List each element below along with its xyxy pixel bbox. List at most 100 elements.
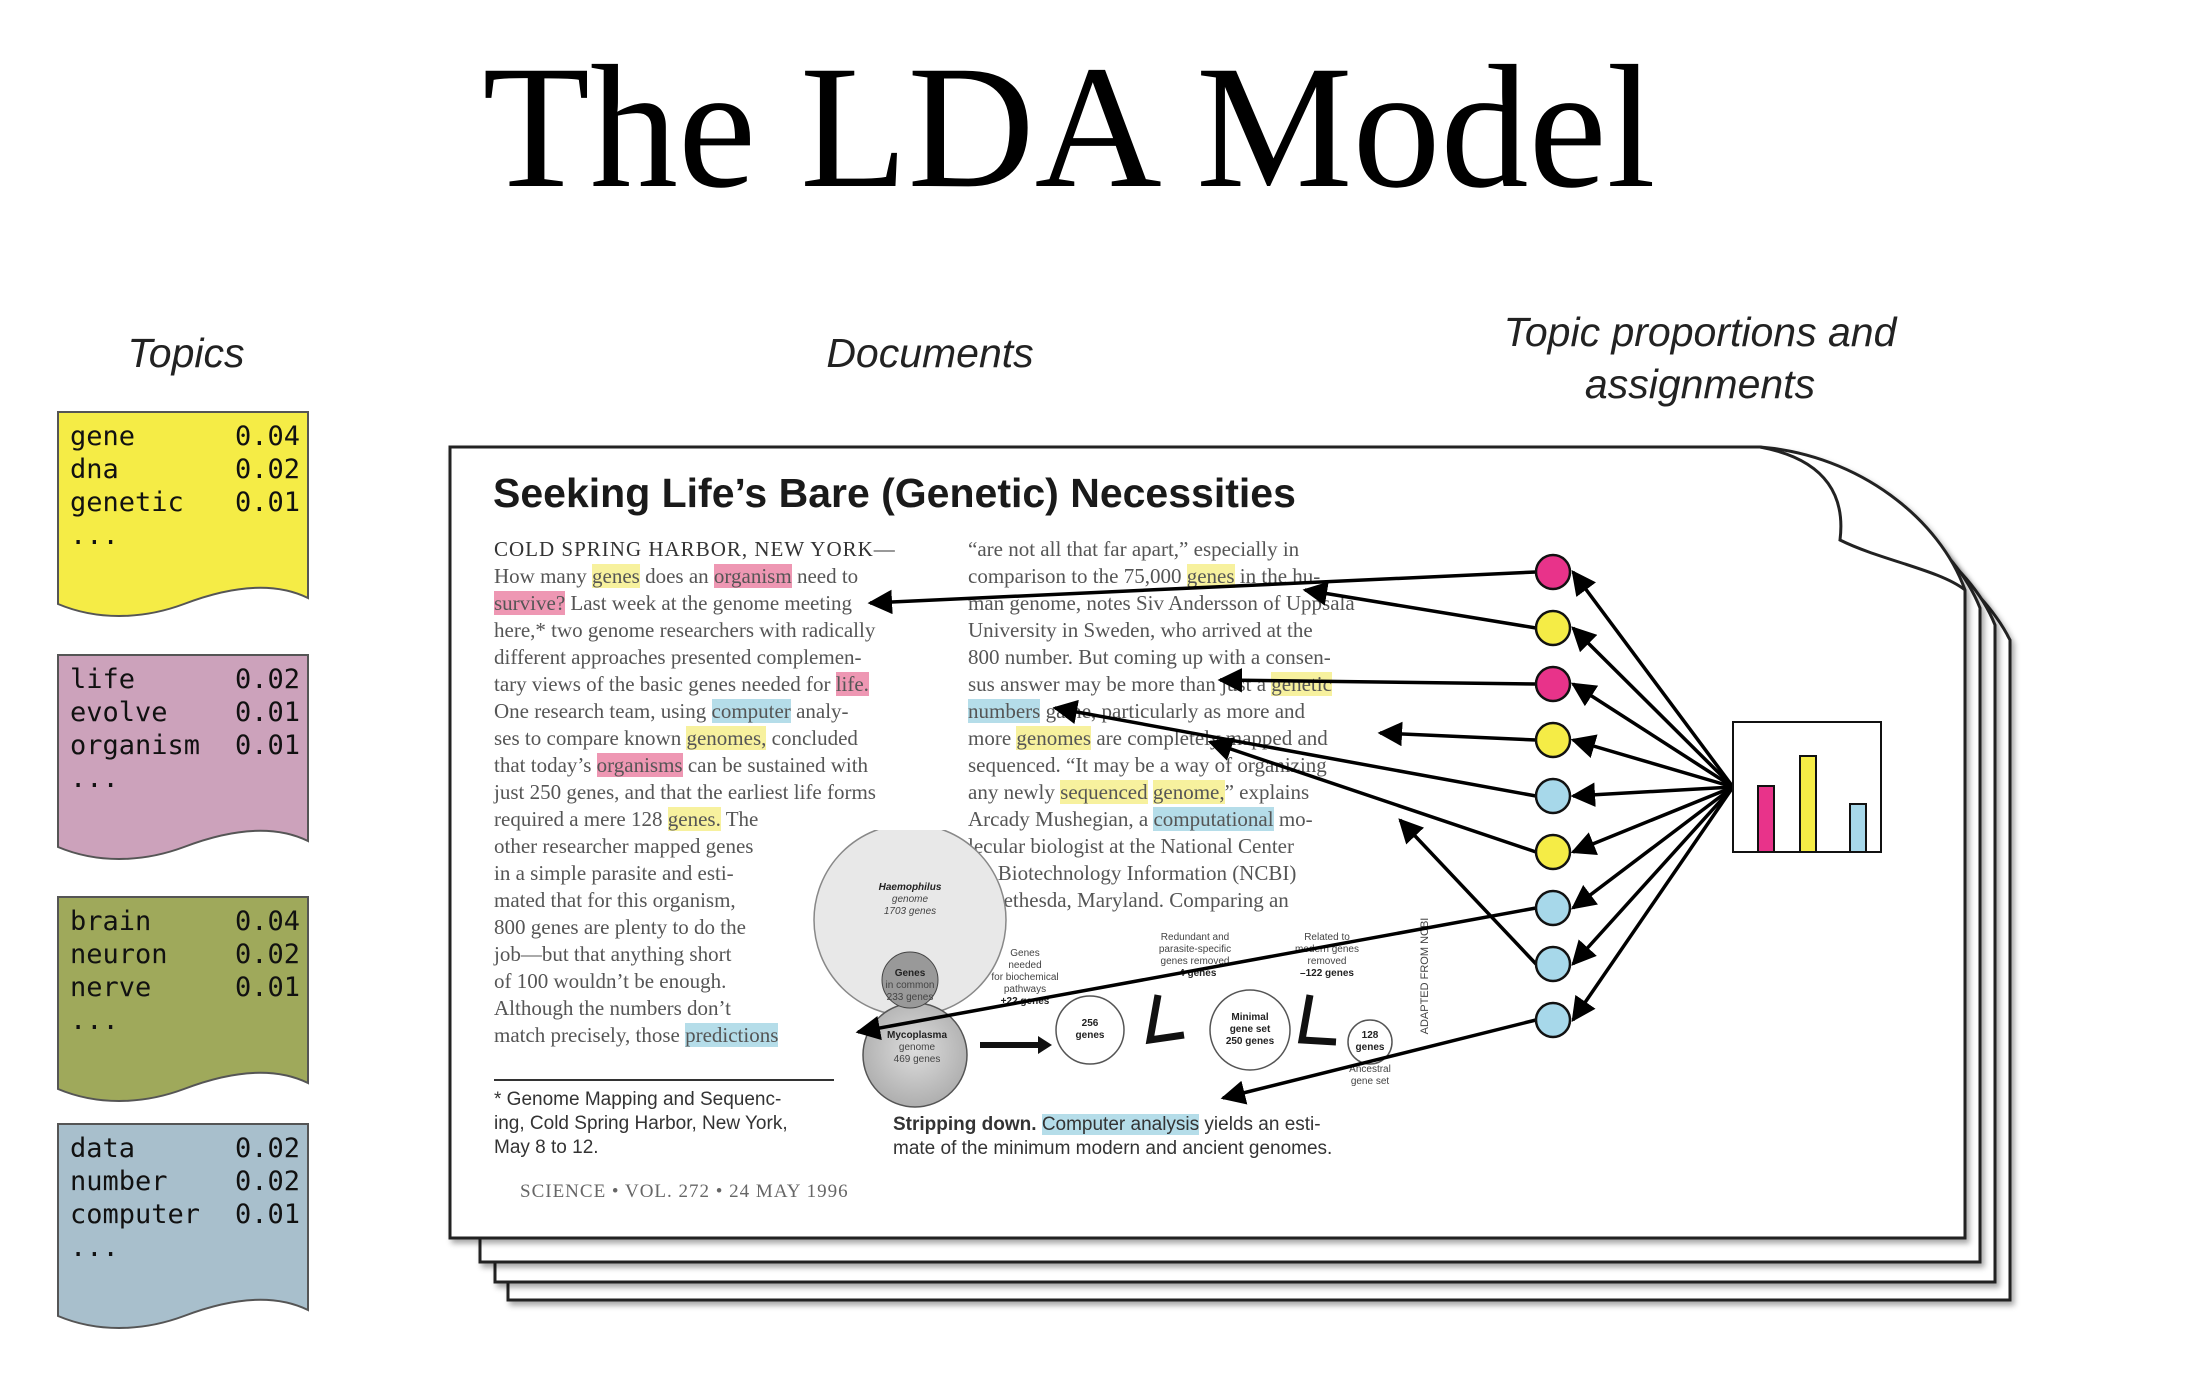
topic-assignment-circle xyxy=(1534,889,1572,927)
article-line: University in Sweden, who arrived at the xyxy=(968,618,1313,642)
assignment-to-word-arrow xyxy=(1207,737,1537,854)
topic-row: brain 0.04 xyxy=(70,905,300,938)
figure-step-arrow xyxy=(1145,994,1185,1045)
proportion-to-assignment-arrow xyxy=(1570,734,1734,789)
article-line: Although the numbers don’t xyxy=(494,996,732,1020)
topic-prob: 0.02 xyxy=(234,939,300,970)
topic-card-neuroscience: brain 0.04 neuron 0.02 nerve 0.01 ... xyxy=(56,895,310,1115)
gene-circle-256 xyxy=(1055,995,1125,1065)
topic-assignment-circle xyxy=(1534,609,1572,647)
article-line: in Bethesda, Maryland. Comparing an xyxy=(968,888,1289,912)
genome-figure xyxy=(813,830,1393,1108)
topic-row: evolve 0.01 xyxy=(70,696,300,729)
topic-word-list: brain 0.04 neuron 0.02 nerve 0.01 ... xyxy=(70,905,300,1037)
minimal-label: Minimal gene set 250 genes xyxy=(1225,1012,1275,1047)
article-line: for Biotechnology Information (NCBI) xyxy=(968,861,1297,885)
gene-circle-128 xyxy=(1347,1019,1393,1065)
footnote-line: May 8 to 12. xyxy=(494,1137,599,1158)
topic-word: ... xyxy=(70,1232,119,1263)
footnote-line: * Genome Mapping and Sequenc- xyxy=(494,1089,782,1110)
topic-prob: 0.01 xyxy=(234,972,300,1003)
article-headline: Seeking Life’s Bare (Genetic) Necessitie… xyxy=(493,470,1296,516)
topic-word: life xyxy=(70,664,136,695)
article-line: lecular biologist at the National Center xyxy=(968,834,1294,858)
article-line: “are not all that far apart,” especially… xyxy=(968,537,1300,561)
proportions-header-line2: assignments xyxy=(1584,361,1816,407)
article-line: One research team, using computer analy- xyxy=(494,699,849,723)
topic-prob: 0.02 xyxy=(234,1133,300,1164)
assignment-to-word-arrow xyxy=(1220,1018,1537,1105)
figure-arrow-head xyxy=(1038,1036,1052,1054)
footnote-rule xyxy=(494,1079,834,1081)
topic-word: ... xyxy=(70,763,119,794)
article-dateline: COLD SPRING HARBOR, NEW YORK— xyxy=(494,537,896,561)
topic-card-evolution: life 0.02 evolve 0.01 organism 0.01 ... xyxy=(56,653,310,873)
topic-assignment-circle xyxy=(1534,777,1572,815)
topic-card-shape xyxy=(57,411,309,617)
topic-word: neuron xyxy=(70,939,168,970)
article-line: just 250 genes, and that the earliest li… xyxy=(494,780,876,804)
topic-card-shape xyxy=(57,1123,309,1329)
caption-bold: Stripping down. xyxy=(893,1114,1037,1135)
proportion-to-assignment-arrow xyxy=(1570,682,1734,789)
assignment-to-word-arrow xyxy=(867,570,1537,615)
topic-word: dna xyxy=(70,454,119,485)
topic-assignment-circle xyxy=(1534,721,1572,759)
proportion-to-assignment-arrow xyxy=(1571,785,1735,910)
gene-128-label: 128 genes xyxy=(1355,1030,1385,1053)
figure-caption-line2: mate of the minimum modern and ancient g… xyxy=(893,1138,1333,1159)
proportion-to-assignment-arrow xyxy=(1571,570,1735,789)
article-line: numbers game, particularly as more and xyxy=(968,699,1306,723)
topic-proportion-bar xyxy=(1849,803,1867,853)
article-line: sequenced. “It may be a way of organizin… xyxy=(968,753,1327,777)
ancestral-label: Ancestral gene set xyxy=(1349,1064,1391,1087)
documents-header: Documents xyxy=(826,330,1034,376)
topic-prob: 0.04 xyxy=(234,906,300,937)
topic-row: number 0.02 xyxy=(70,1165,300,1198)
haemophilus-label: Haemophilus genome 1703 genes xyxy=(878,882,942,917)
topic-row: ... xyxy=(70,1004,300,1037)
topic-row: computer 0.01 xyxy=(70,1198,300,1231)
topic-prob: 0.02 xyxy=(234,664,300,695)
topic-card-genetics: gene 0.04 dna 0.02 genetic 0.01 ... xyxy=(56,410,310,630)
article-line: in a simple parasite and esti- xyxy=(494,861,734,885)
topic-prob: 0.02 xyxy=(234,1166,300,1197)
proportion-to-assignment-arrow xyxy=(1571,786,1735,1023)
page-curl xyxy=(1759,445,1966,592)
article-line: any newly sequenced genome,” explains xyxy=(968,780,1310,804)
topic-row: data 0.02 xyxy=(70,1132,300,1165)
assignment-to-word-arrow xyxy=(1302,581,1537,630)
topic-row: ... xyxy=(70,519,300,552)
article-line: other researcher mapped genes xyxy=(494,834,754,858)
gene-256-label: 256 genes xyxy=(1075,1018,1105,1041)
proportions-header: Topic proportions and assignments xyxy=(1420,306,1980,410)
article-line: tary views of the basic genes needed for… xyxy=(494,672,869,696)
topic-row: dna 0.02 xyxy=(70,453,300,486)
topic-word: ... xyxy=(70,1005,119,1036)
topic-card-data: data 0.02 number 0.02 computer 0.01 ... xyxy=(56,1122,310,1342)
article-line: survive? Last week at the genome meeting xyxy=(494,591,853,615)
topic-word: organism xyxy=(70,730,201,761)
article-line: Arcady Mushegian, a computational mo- xyxy=(968,807,1313,831)
topic-row: genetic 0.01 xyxy=(70,486,300,519)
article-line: 800 number. But coming up with a consen- xyxy=(968,645,1331,669)
topic-row: ... xyxy=(70,1231,300,1264)
topic-word: nerve xyxy=(70,972,152,1003)
article-line: of 100 wouldn’t be enough. xyxy=(494,969,727,993)
topic-word-list: data 0.02 number 0.02 computer 0.01 ... xyxy=(70,1132,300,1264)
article-line: match precisely, those predictions xyxy=(494,1023,779,1047)
related-label: Related to modern genes removed –122 genes xyxy=(1295,932,1359,979)
topic-word-list: gene 0.04 dna 0.02 genetic 0.01 ... xyxy=(70,420,300,552)
caption-highlight: Computer analysis xyxy=(1041,1114,1200,1135)
topic-word: genetic xyxy=(70,487,184,518)
topic-proportion-bar xyxy=(1799,755,1817,853)
topic-word: computer xyxy=(70,1199,201,1230)
topics-header: Topics xyxy=(127,330,245,376)
topic-assignment-circle xyxy=(1534,1001,1572,1039)
topic-row: nerve 0.01 xyxy=(70,971,300,1004)
redundant-label: Redundant and parasite-specific genes remo… xyxy=(1158,932,1232,979)
article-line: mated that for this organism, xyxy=(494,888,736,912)
topic-word-list: life 0.02 evolve 0.01 organism 0.01 ... xyxy=(70,663,300,795)
assignment-to-word-arrow xyxy=(1052,699,1537,798)
